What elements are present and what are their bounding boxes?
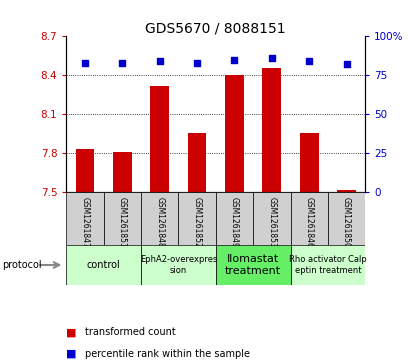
Text: GSM1261849: GSM1261849	[230, 197, 239, 248]
Point	[306, 58, 312, 64]
Text: Rho activator Calp
eptin treatment: Rho activator Calp eptin treatment	[289, 255, 367, 275]
Text: control: control	[87, 260, 121, 270]
Bar	[225, 75, 244, 192]
Bar	[253, 192, 290, 245]
Text: GSM1261846: GSM1261846	[305, 197, 314, 248]
Point	[194, 60, 200, 66]
Bar	[178, 192, 216, 245]
Point	[343, 61, 350, 67]
Text: GSM1261848: GSM1261848	[155, 197, 164, 247]
Bar	[151, 86, 169, 192]
Bar	[113, 152, 132, 192]
Text: GSM1261851: GSM1261851	[118, 197, 127, 247]
Bar	[188, 132, 207, 192]
Bar	[76, 150, 95, 192]
Text: GSM1261847: GSM1261847	[81, 197, 90, 248]
Bar	[66, 245, 141, 285]
Point	[156, 58, 163, 64]
Text: ■: ■	[66, 349, 77, 359]
Text: GSM1261853: GSM1261853	[267, 197, 276, 248]
Point	[231, 57, 238, 63]
Bar	[290, 192, 328, 245]
Bar	[328, 192, 365, 245]
Bar	[337, 190, 356, 192]
Text: ■: ■	[66, 327, 77, 337]
Bar	[141, 192, 178, 245]
Point	[82, 60, 88, 66]
Text: transformed count: transformed count	[85, 327, 176, 337]
Bar	[300, 132, 319, 192]
Text: Ilomastat
treatment: Ilomastat treatment	[225, 254, 281, 276]
Text: EphA2-overexpres
sion: EphA2-overexpres sion	[140, 255, 217, 275]
Bar	[216, 245, 290, 285]
Text: GSM1261852: GSM1261852	[193, 197, 202, 247]
Bar	[263, 68, 281, 192]
Bar	[216, 192, 253, 245]
Text: GSM1261850: GSM1261850	[342, 197, 351, 248]
Point	[269, 55, 275, 61]
Title: GDS5670 / 8088151: GDS5670 / 8088151	[146, 21, 286, 35]
Bar	[66, 192, 104, 245]
Point	[119, 60, 126, 66]
Text: percentile rank within the sample: percentile rank within the sample	[85, 349, 250, 359]
Bar	[290, 245, 365, 285]
Bar	[141, 245, 216, 285]
Bar	[104, 192, 141, 245]
Text: protocol: protocol	[2, 260, 42, 270]
